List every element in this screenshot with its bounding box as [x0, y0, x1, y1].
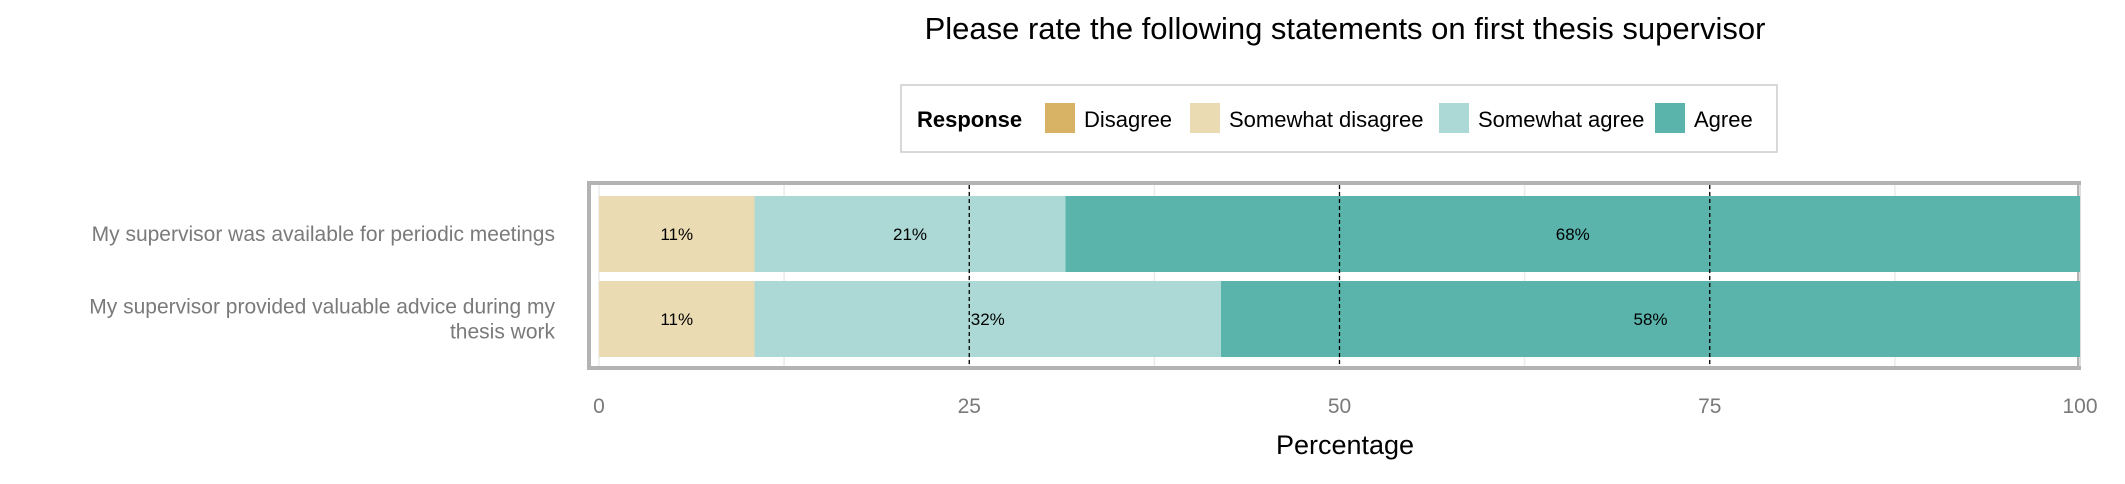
legend-key: [1190, 103, 1220, 133]
bar-segment: [1221, 281, 2080, 357]
bar-data-label: 32%: [971, 310, 1005, 329]
legend-label: Somewhat agree: [1478, 107, 1644, 132]
bar-data-label: 11%: [660, 225, 693, 244]
x-tick-label: 25: [958, 395, 981, 418]
legend-title: Response: [917, 107, 1022, 132]
legend-key: [1655, 103, 1685, 133]
legend-label: Somewhat disagree: [1229, 107, 1423, 132]
x-axis-label: Percentage: [1276, 430, 1414, 460]
legend: Response Disagree Somewhat disagree Somewh…: [900, 84, 1778, 153]
x-tick-label: 0: [593, 395, 605, 418]
legend-label: Agree: [1694, 107, 1753, 132]
bar-data-label: 58%: [1633, 310, 1667, 329]
bar-data-label: 21%: [893, 225, 927, 244]
x-tick-label: 100: [2062, 395, 2097, 418]
x-tick-label: 75: [1698, 395, 1721, 418]
chart-title: Please rate the following statements on …: [925, 11, 1766, 46]
legend-key: [1439, 103, 1469, 133]
bar-segment: [754, 196, 1066, 272]
legend-key: [1045, 103, 1075, 133]
plot-area: 11% 21% 68% 11% 32% 58% My supervisor was ava…: [89, 181, 2098, 418]
x-tick-label: 50: [1328, 395, 1351, 418]
bar-segment: [754, 281, 1222, 357]
category-label: My supervisor was available for periodic…: [92, 223, 555, 246]
bar-segment: [599, 196, 755, 272]
category-label: thesis work: [450, 321, 556, 344]
bar-data-label: 11%: [660, 310, 693, 329]
bar-segment: [1065, 196, 2080, 272]
bar-segment: [599, 281, 755, 357]
bar-data-label: 68%: [1556, 225, 1590, 244]
category-label: My supervisor provided valuable advice d…: [89, 296, 555, 319]
legend-label: Disagree: [1084, 107, 1172, 132]
